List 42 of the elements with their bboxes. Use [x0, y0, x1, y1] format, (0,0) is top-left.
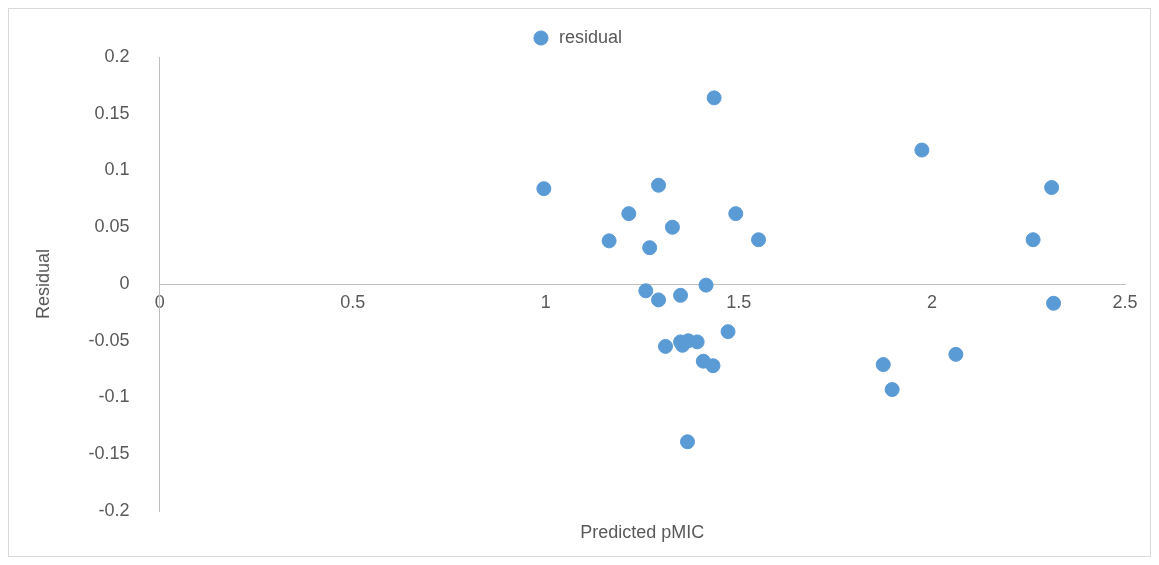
y-tick-label: 0.15 — [94, 102, 130, 123]
point — [621, 206, 637, 222]
y-tick-label: -0.1 — [98, 386, 130, 407]
point — [601, 233, 617, 249]
point — [1025, 232, 1041, 248]
point — [914, 142, 930, 158]
x-tick-label: 1 — [540, 291, 551, 312]
point — [884, 382, 900, 398]
x-tick-label: 2.5 — [1112, 291, 1138, 312]
point — [728, 206, 744, 222]
y-tick-label: 0.2 — [104, 45, 130, 66]
point — [536, 181, 552, 197]
point — [705, 358, 721, 374]
point — [1044, 180, 1060, 196]
y-tick-label: 0.05 — [94, 216, 130, 237]
point — [948, 346, 964, 362]
point — [720, 324, 736, 340]
y-tick-label: -0.15 — [88, 443, 130, 464]
point — [664, 219, 680, 235]
y-axis-title: Residual — [32, 248, 53, 320]
y-tick-label: 0 — [119, 272, 130, 293]
point — [651, 292, 667, 308]
x-tick-label: 2 — [926, 291, 937, 312]
point — [638, 283, 654, 299]
point — [642, 240, 658, 256]
point — [657, 338, 673, 354]
point — [875, 357, 891, 373]
legend-label: residual — [558, 26, 623, 47]
x-axis-title: Predicted pMIC — [580, 521, 705, 542]
x-tick-label: 0.5 — [340, 291, 366, 312]
point — [698, 277, 714, 293]
point — [706, 90, 722, 106]
y-tick-label: 0.1 — [104, 159, 130, 180]
y-tick-label: -0.2 — [98, 499, 130, 520]
y-tick-label: -0.05 — [88, 329, 130, 350]
point — [679, 434, 695, 450]
point — [651, 177, 667, 193]
point — [751, 232, 767, 248]
x-tick-label: 0 — [154, 291, 165, 312]
point — [1046, 295, 1062, 311]
point — [673, 287, 689, 303]
x-tick-label: 1.5 — [726, 291, 752, 312]
